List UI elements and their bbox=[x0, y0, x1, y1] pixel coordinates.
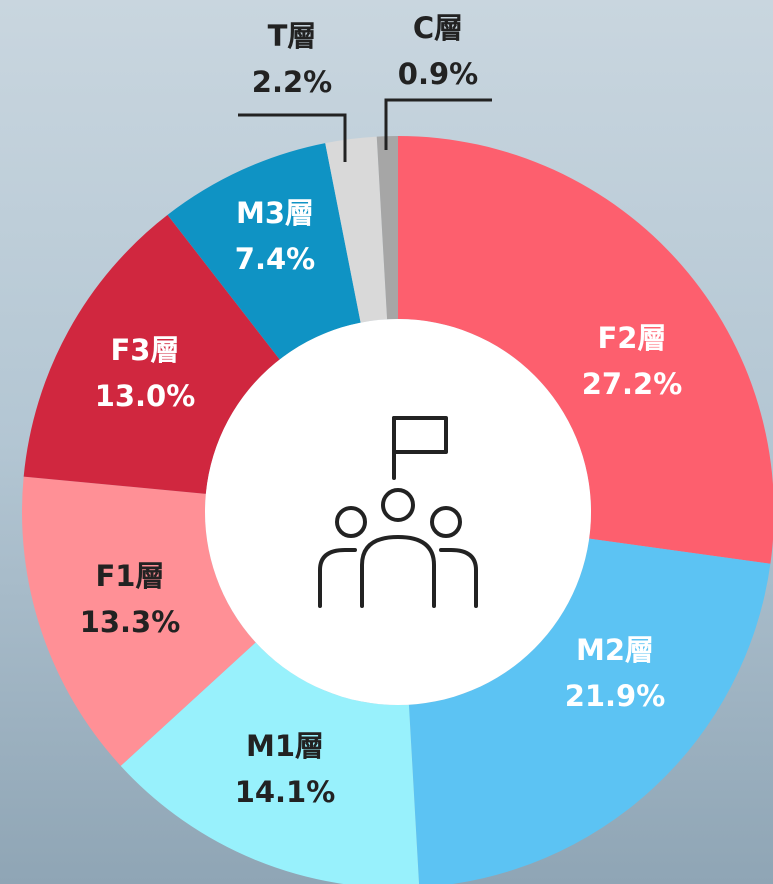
slice-label: F3層 bbox=[111, 333, 180, 367]
slice-value-label: 21.9% bbox=[565, 679, 666, 713]
slice-value-label: 14.1% bbox=[235, 775, 336, 809]
slice-label: T層 bbox=[268, 19, 317, 53]
slice-value-label: 7.4% bbox=[235, 242, 315, 276]
slice bbox=[398, 136, 773, 564]
slice-label: M2層 bbox=[576, 633, 654, 667]
slice-label: F2層 bbox=[598, 321, 667, 355]
leader-lines bbox=[238, 98, 492, 162]
slice-value-label: 27.2% bbox=[582, 367, 683, 401]
slice bbox=[22, 476, 256, 766]
slice-label: C層 bbox=[413, 11, 463, 45]
slice bbox=[23, 214, 280, 494]
slice bbox=[325, 136, 388, 323]
slice-value-label: 13.3% bbox=[80, 605, 181, 639]
slice-value-label: 2.2% bbox=[252, 65, 332, 99]
slice bbox=[167, 143, 361, 360]
slice bbox=[376, 136, 398, 320]
slice bbox=[408, 538, 771, 884]
donut bbox=[22, 136, 773, 884]
slice-label: M3層 bbox=[236, 196, 314, 230]
slice-value-label: 0.9% bbox=[398, 57, 478, 91]
center-hole bbox=[205, 319, 591, 705]
slice bbox=[120, 642, 420, 884]
slice-label: M1層 bbox=[246, 729, 324, 763]
slice-label: F1層 bbox=[96, 559, 165, 593]
slice-value-label: 13.0% bbox=[95, 379, 196, 413]
people-icon bbox=[318, 416, 478, 608]
